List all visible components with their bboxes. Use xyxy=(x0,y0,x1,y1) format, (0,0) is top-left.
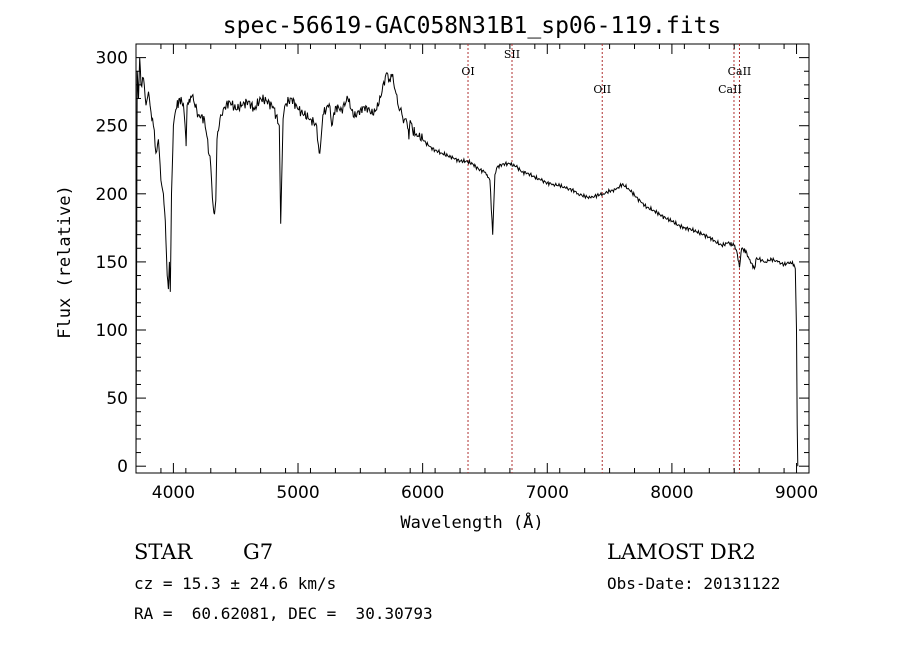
line-label-sii: SII xyxy=(504,48,520,61)
x-tick-label-5000: 5000 xyxy=(276,483,319,503)
x-tick-label-4000: 4000 xyxy=(152,483,195,503)
line-label-caii: CaII xyxy=(728,65,752,78)
spectrum-line xyxy=(135,57,799,467)
x-tick-label-8000: 8000 xyxy=(650,483,693,503)
x-tick-label-9000: 9000 xyxy=(775,483,818,503)
redshift-text: cz = 15.3 ± 24.6 km/s xyxy=(134,574,337,593)
y-tick-label-250: 250 xyxy=(96,117,128,137)
emission-line-markers: OI SII OII CaII CaII xyxy=(461,44,751,473)
y-axis-label: Flux (relative) xyxy=(55,185,75,339)
y-axis-ticks: 0 50 100 150 200 250 300 xyxy=(96,49,809,477)
coordinates-text: RA = 60.62081, DEC = 30.30793 xyxy=(134,604,433,623)
y-tick-label-150: 150 xyxy=(96,253,128,273)
survey-name: LAMOST DR2 xyxy=(607,540,756,564)
y-tick-label-0: 0 xyxy=(117,457,128,477)
x-tick-label-6000: 6000 xyxy=(401,483,444,503)
x-axis-label: Wavelength (Å) xyxy=(400,511,543,533)
line-label-oii: OII xyxy=(593,83,611,96)
chart-title: spec-56619-GAC058N31B1_sp06-119.fits xyxy=(223,13,722,39)
y-tick-label-200: 200 xyxy=(96,185,128,205)
object-class: STAR xyxy=(134,540,193,564)
line-label-oi: OI xyxy=(461,65,474,78)
obs-date-text: Obs-Date: 20131122 xyxy=(607,574,781,593)
x-axis-ticks: 4000 5000 6000 7000 8000 9000 xyxy=(135,44,818,503)
plot-frame xyxy=(135,43,810,474)
y-tick-label-100: 100 xyxy=(96,321,128,341)
line-label-caii: CaII xyxy=(718,83,742,96)
y-tick-label-50: 50 xyxy=(106,389,128,409)
y-tick-label-300: 300 xyxy=(96,49,128,69)
x-tick-label-7000: 7000 xyxy=(526,483,569,503)
spectral-subclass: G7 xyxy=(243,540,274,564)
